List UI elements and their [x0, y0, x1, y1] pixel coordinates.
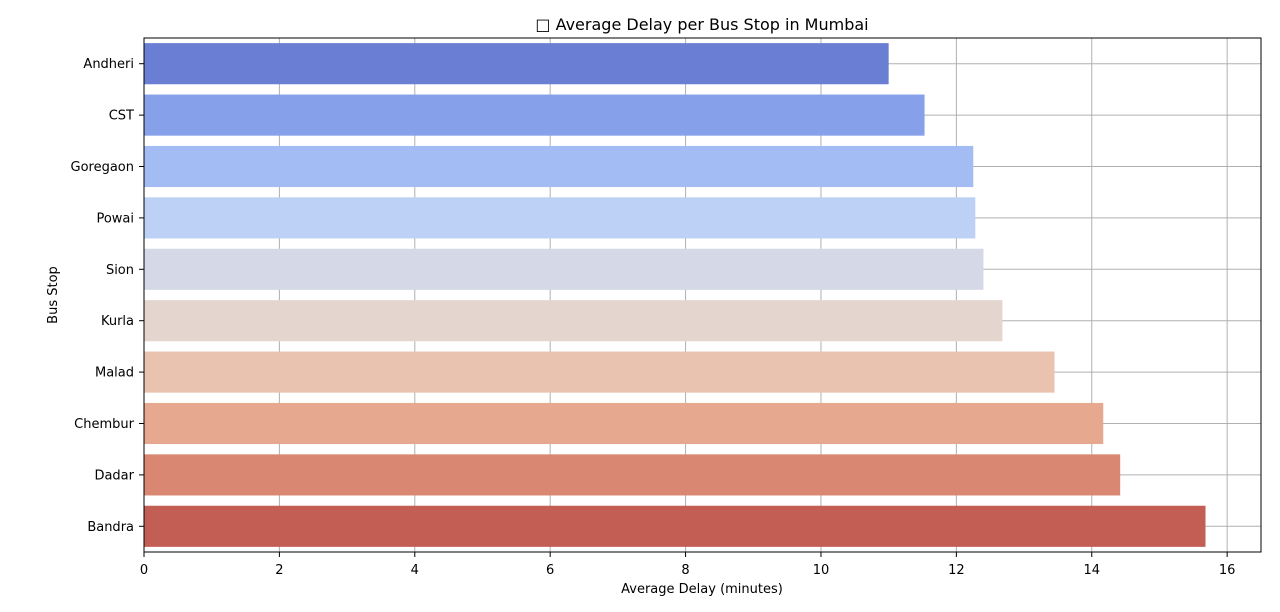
y-tick-label: Kurla [101, 314, 134, 329]
y-tick-label: Malad [95, 366, 134, 381]
x-tick-label: 2 [275, 563, 283, 578]
bar-malad [144, 351, 1055, 393]
plot-frame [143, 37, 1262, 553]
x-tick-label: 8 [681, 563, 689, 578]
chart-title: □ Average Delay per Bus Stop in Mumbai [535, 15, 868, 34]
bars [144, 43, 1206, 547]
bar-andheri [144, 43, 889, 85]
y-tick-label: CST [109, 109, 134, 124]
y-tick-label: Andheri [83, 57, 134, 72]
bar-bandra [144, 505, 1206, 547]
x-tick-label: 16 [1219, 563, 1236, 578]
bar-sion [144, 248, 984, 290]
bar-dadar [144, 454, 1121, 496]
x-tick-label: 14 [1083, 563, 1100, 578]
y-tick-label: Powai [96, 211, 134, 226]
bar-chembur [144, 402, 1104, 445]
axes: 0 2 4 6 8 10 12 14 16 Andheri CST Goregaon Powai Sion… [71, 37, 1262, 578]
y-tick-label: Chembur [74, 417, 134, 432]
y-tick-label: Goregaon [71, 160, 135, 175]
x-tick-label: 12 [948, 563, 965, 578]
bar-powai [144, 197, 976, 239]
bar-goregaon [144, 145, 974, 188]
y-tick-label: Sion [106, 263, 134, 278]
y-tick-label: Bandra [87, 520, 134, 535]
x-axis-label: Average Delay (minutes) [621, 582, 783, 597]
bar-cst [144, 94, 925, 136]
bar-kurla [144, 300, 1003, 342]
x-tick-label: 0 [140, 563, 148, 578]
y-axis-label: Bus Stop [46, 266, 61, 324]
x-tick-label: 4 [411, 563, 419, 578]
y-tick-label: Dadar [94, 468, 134, 483]
x-tick-label: 10 [813, 563, 830, 578]
x-tick-label: 6 [546, 563, 554, 578]
